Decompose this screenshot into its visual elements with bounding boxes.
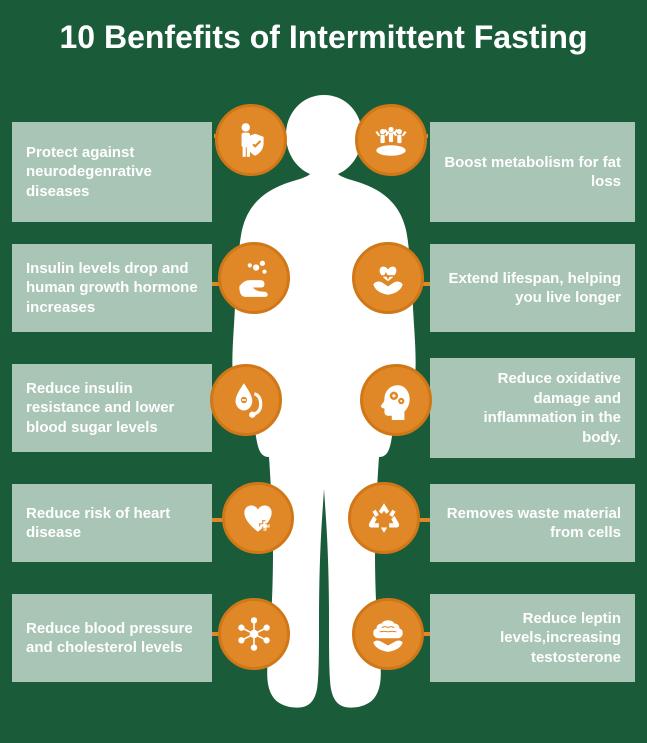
benefit-box-left-3: Reduce insulin resistance and lower bloo… xyxy=(12,364,212,452)
nodes-icon xyxy=(218,598,290,670)
benefit-box-right-2: Extend lifespan, helping you live longer xyxy=(430,244,635,332)
benefit-text: Removes waste material from cells xyxy=(444,504,621,543)
benefit-text: Extend lifespan, helping you live longer xyxy=(444,269,621,308)
benefit-text: Reduce insulin resistance and lower bloo… xyxy=(26,379,198,438)
benefit-text: Insulin levels drop and human growth hor… xyxy=(26,259,198,318)
benefit-box-right-1: Boost metabolism for fat loss xyxy=(430,122,635,222)
benefit-text: Reduce blood pressure and cholesterol le… xyxy=(26,619,198,658)
benefit-box-right-5: Reduce leptin levels,increasing testoste… xyxy=(430,594,635,682)
benefit-box-left-5: Reduce blood pressure and cholesterol le… xyxy=(12,594,212,682)
head-gears-icon xyxy=(360,364,432,436)
blood-drop-icon xyxy=(210,364,282,436)
benefit-box-right-4: Removes waste material from cells xyxy=(430,484,635,562)
hands-brain-icon xyxy=(352,598,424,670)
benefit-text: Boost metabolism for fat loss xyxy=(444,153,621,192)
benefit-text: Reduce leptin levels,increasing testoste… xyxy=(444,609,621,668)
benefit-box-left-1: Protect against neurodegenrative disease… xyxy=(12,122,212,222)
person-shield-icon xyxy=(215,104,287,176)
benefit-box-left-4: Reduce risk of heart disease xyxy=(12,484,212,562)
benefit-text: Reduce risk of heart disease xyxy=(26,504,198,543)
benefit-text: Reduce oxidative damage and inflammation… xyxy=(444,369,621,447)
people-up-icon xyxy=(355,104,427,176)
heart-plus-icon xyxy=(222,482,294,554)
benefit-text: Protect against neurodegenrative disease… xyxy=(26,143,198,202)
hands-heart-icon xyxy=(352,242,424,314)
recycle-icon xyxy=(348,482,420,554)
benefit-box-right-3: Reduce oxidative damage and inflammation… xyxy=(430,358,635,458)
benefit-box-left-2: Insulin levels drop and human growth hor… xyxy=(12,244,212,332)
page-title: 10 Benfefits of Intermittent Fasting xyxy=(0,0,647,66)
hand-molecules-icon xyxy=(218,242,290,314)
